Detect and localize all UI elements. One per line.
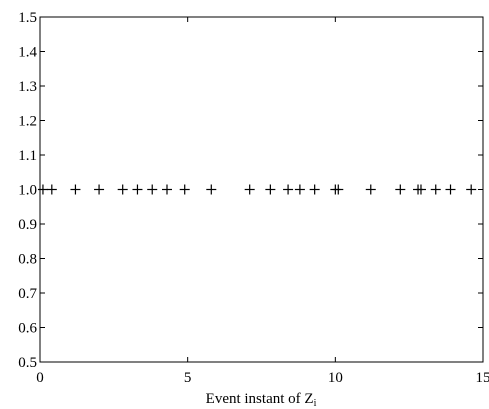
data-point xyxy=(206,184,217,195)
y-tick-label: 0.8 xyxy=(18,252,37,268)
x-axis-label: Event instant of Zi xyxy=(206,391,317,409)
data-point xyxy=(415,184,426,195)
y-tick-label: 0.9 xyxy=(18,217,37,233)
data-point xyxy=(147,184,158,195)
data-point xyxy=(117,184,128,195)
data-point xyxy=(430,184,441,195)
data-point xyxy=(294,184,305,195)
data-point xyxy=(179,184,190,195)
x-axis-label-subscript: i xyxy=(314,398,317,409)
data-point xyxy=(309,184,320,195)
data-point xyxy=(395,184,406,195)
data-point xyxy=(132,184,143,195)
data-point xyxy=(94,184,105,195)
y-tick-label: 1.0 xyxy=(18,183,37,199)
data-point xyxy=(70,184,81,195)
data-point xyxy=(445,184,456,195)
x-axis-ticks: 0 5 10 15 xyxy=(36,17,489,386)
x-axis-label-text: Event instant of Z xyxy=(206,391,314,407)
data-point xyxy=(265,184,276,195)
x-tick-label: 10 xyxy=(328,370,343,386)
data-point xyxy=(37,184,48,195)
data-point xyxy=(466,184,477,195)
data-point xyxy=(244,184,255,195)
x-tick-label: 15 xyxy=(476,370,489,386)
y-tick-label: 0.6 xyxy=(18,321,37,337)
y-tick-label: 1.5 xyxy=(18,10,37,26)
y-tick-label: 0.7 xyxy=(18,286,37,302)
plot-area-frame xyxy=(39,16,484,363)
y-tick-label: 1.2 xyxy=(18,114,37,130)
y-tick-label: 0.5 xyxy=(18,355,37,371)
y-tick-label: 1.1 xyxy=(18,148,37,164)
y-tick-label: 1.3 xyxy=(18,79,37,95)
data-points xyxy=(37,184,477,195)
data-point xyxy=(333,184,344,195)
data-point xyxy=(283,184,294,195)
data-point xyxy=(46,184,57,195)
x-tick-label: 0 xyxy=(36,370,44,386)
data-point xyxy=(161,184,172,195)
data-point xyxy=(365,184,376,195)
y-axis-ticks: 0.5 0.6 0.7 0.8 0.9 1.0 1.1 1.2 1.3 1.4 1.5 xyxy=(18,10,483,371)
x-tick-label: 5 xyxy=(184,370,192,386)
y-tick-label: 1.4 xyxy=(18,45,37,61)
